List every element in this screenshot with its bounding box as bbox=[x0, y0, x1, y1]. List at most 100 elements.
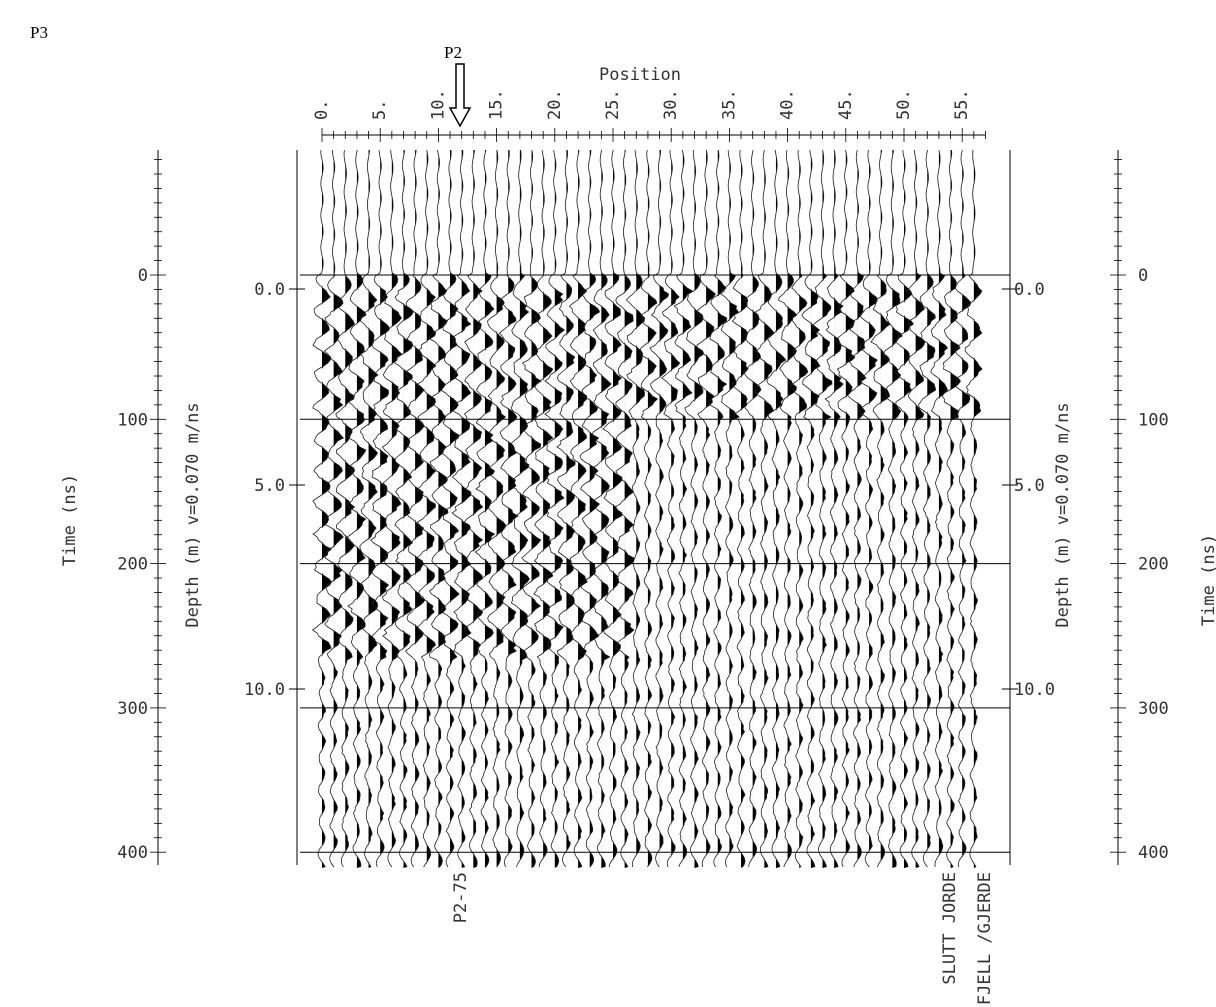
trace-fill bbox=[403, 150, 414, 868]
trace-fill bbox=[566, 150, 576, 868]
trace-fill bbox=[473, 150, 483, 868]
trace bbox=[649, 149, 670, 868]
x-tick-label: 10. bbox=[428, 89, 448, 120]
x-tick-label: 35. bbox=[719, 89, 739, 120]
x-tick-label: 30. bbox=[661, 89, 681, 120]
depth2-tick-label: 5.0 bbox=[1014, 476, 1045, 496]
trace-label: FJELL /GJERDE bbox=[975, 872, 995, 1005]
trace bbox=[428, 149, 449, 868]
trace-fill bbox=[787, 150, 797, 868]
trace-fill bbox=[624, 150, 635, 868]
trace bbox=[439, 149, 460, 868]
trace bbox=[568, 149, 588, 868]
trace bbox=[335, 149, 356, 868]
y2-axis-title: Time (ns) bbox=[1199, 534, 1216, 626]
trace-fill bbox=[729, 150, 740, 868]
trace bbox=[544, 149, 566, 868]
trace bbox=[416, 149, 437, 868]
arrow-label: P2 bbox=[444, 43, 462, 62]
trace bbox=[591, 149, 612, 868]
trace bbox=[451, 149, 472, 868]
trace-fill bbox=[659, 150, 669, 868]
trace-fill bbox=[764, 150, 775, 868]
trace bbox=[381, 149, 403, 868]
trace bbox=[323, 149, 345, 868]
y-tick-label: 0 bbox=[138, 266, 148, 286]
trace-fill bbox=[706, 150, 716, 868]
trace bbox=[405, 149, 426, 868]
trace bbox=[556, 149, 576, 868]
trace bbox=[509, 149, 530, 868]
x-tick-label: 5. bbox=[370, 100, 390, 120]
y-tick-label: 200 bbox=[117, 555, 148, 575]
trace-fill bbox=[322, 150, 332, 868]
trace-fill bbox=[671, 150, 680, 868]
depth2-tick-label: 0.0 bbox=[1014, 280, 1045, 300]
trace-fill bbox=[904, 150, 914, 868]
trace-fill bbox=[496, 150, 506, 868]
trace-fill bbox=[613, 150, 623, 868]
trace-fill bbox=[426, 150, 436, 868]
depth2-axis-title: Depth (m) v=0.070 m/ns bbox=[1053, 402, 1073, 627]
trace bbox=[625, 149, 646, 868]
trace-fill bbox=[741, 150, 749, 868]
trace-fill bbox=[752, 150, 761, 868]
trace bbox=[486, 149, 507, 868]
y2-tick-label: 100 bbox=[1138, 410, 1169, 430]
trace bbox=[742, 149, 762, 868]
trace bbox=[602, 149, 623, 868]
trace bbox=[870, 149, 891, 868]
trace bbox=[346, 149, 367, 868]
trace-fill bbox=[775, 150, 786, 868]
trace bbox=[673, 149, 694, 868]
depth2-tick-label: 10.0 bbox=[1014, 680, 1055, 700]
y-tick-label: 100 bbox=[117, 410, 148, 430]
trace bbox=[684, 149, 705, 868]
trace-fill bbox=[892, 150, 903, 868]
trace-fill bbox=[822, 150, 832, 868]
trace bbox=[847, 149, 867, 868]
trace bbox=[463, 149, 484, 868]
trace-fill bbox=[962, 150, 971, 868]
trace-fill bbox=[589, 150, 600, 868]
trace bbox=[801, 149, 821, 868]
trace bbox=[370, 149, 390, 868]
trace-fill bbox=[636, 150, 645, 868]
depth-axis-title: Depth (m) v=0.070 m/ns bbox=[183, 402, 203, 627]
traces bbox=[311, 149, 983, 868]
trace bbox=[707, 149, 728, 868]
trace-fill bbox=[880, 150, 891, 868]
trace bbox=[394, 149, 414, 868]
trace-fill bbox=[950, 150, 961, 868]
trace bbox=[579, 149, 601, 868]
trace bbox=[964, 149, 983, 868]
trace bbox=[311, 149, 333, 868]
trace bbox=[789, 149, 809, 868]
trace-fill bbox=[799, 150, 808, 868]
trace bbox=[766, 149, 787, 868]
trace-fill bbox=[415, 150, 425, 868]
trace-fill bbox=[810, 150, 820, 868]
trace bbox=[905, 149, 926, 868]
trace-fill bbox=[438, 150, 448, 868]
depth-tick-label: 10.0 bbox=[244, 680, 285, 700]
trace-fill bbox=[345, 150, 355, 868]
trace bbox=[359, 149, 379, 868]
x-axis-title: Position bbox=[599, 65, 681, 85]
trace-fill bbox=[450, 150, 460, 868]
trace bbox=[474, 149, 496, 868]
y-axis-title: Time (ns) bbox=[60, 474, 80, 566]
trace bbox=[639, 149, 659, 868]
trace bbox=[952, 149, 972, 868]
trace-fill bbox=[694, 150, 704, 868]
y-tick-label: 300 bbox=[117, 699, 148, 719]
x-tick-label: 15. bbox=[487, 89, 507, 120]
trace bbox=[661, 149, 681, 868]
trace-fill bbox=[857, 150, 866, 868]
trace-fill bbox=[834, 150, 844, 868]
trace bbox=[754, 149, 775, 868]
y2-tick-label: 400 bbox=[1138, 843, 1169, 863]
trace bbox=[731, 149, 749, 868]
trace bbox=[941, 149, 961, 868]
